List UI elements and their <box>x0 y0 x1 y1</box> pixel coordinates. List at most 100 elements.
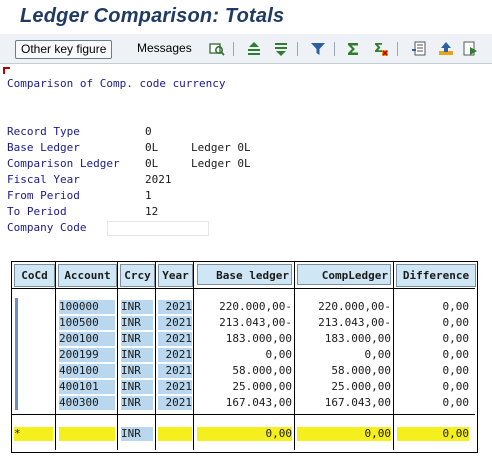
column-divider <box>117 262 118 450</box>
total-cell-cocd[interactable]: * <box>14 427 53 441</box>
sort-descending-icon[interactable] <box>273 41 289 57</box>
cell-crcy[interactable]: INR <box>121 348 153 362</box>
sort-ascending-icon[interactable] <box>246 41 262 57</box>
cell-base[interactable]: 183.000,00 <box>197 332 292 346</box>
cell-comp[interactable]: 0,00 <box>297 348 391 362</box>
cocd-selection-bar <box>15 298 18 410</box>
param-label-fiscal-year: Fiscal Year <box>7 173 80 186</box>
total-cell-year[interactable] <box>158 427 192 441</box>
cell-crcy[interactable]: INR <box>121 300 153 314</box>
cell-base[interactable]: 25.000,00 <box>197 380 292 394</box>
cell-crcy[interactable]: INR <box>121 316 153 330</box>
cell-comp[interactable]: 58.000,00 <box>297 364 391 378</box>
filter-icon[interactable] <box>310 41 326 57</box>
subtotal-icon[interactable] <box>373 41 389 57</box>
cell-crcy[interactable]: INR <box>121 396 153 410</box>
cell-base[interactable]: 0,00 <box>197 348 292 362</box>
param-text-comparison-ledger: Ledger 0L <box>191 157 251 170</box>
cell-comp[interactable]: 25.000,00 <box>297 380 391 394</box>
report-heading: Comparison of Comp. code currency <box>7 77 226 90</box>
param-label-company-code: Company Code <box>7 221 87 234</box>
cell-diff[interactable]: 0,00 <box>397 380 469 394</box>
param-label-to-period: To Period <box>7 205 67 218</box>
param-value-to-period: 12 <box>145 205 159 218</box>
param-value-comparison-ledger: 0L <box>145 157 159 170</box>
cell-crcy[interactable]: INR <box>121 380 153 394</box>
cell-base[interactable]: 167.043,00 <box>197 396 292 410</box>
cell-account[interactable]: 200199 <box>59 348 115 362</box>
toolbar-separator <box>397 42 398 56</box>
details-icon[interactable] <box>209 41 225 57</box>
focus-marker <box>3 67 10 74</box>
cell-year[interactable]: 2021 <box>158 332 192 346</box>
column-header-base-ledger[interactable]: Base ledger <box>197 264 292 285</box>
param-label-from-period: From Period <box>7 189 80 202</box>
cell-account[interactable]: 100500 <box>59 316 115 330</box>
cell-year[interactable]: 2021 <box>158 316 192 330</box>
param-label-record-type: Record Type <box>7 125 80 138</box>
cell-account[interactable]: 400100 <box>59 364 115 378</box>
total-cell-comp[interactable]: 0,00 <box>297 427 391 441</box>
total-cell-base[interactable]: 0,00 <box>197 427 292 441</box>
toolbar-separator <box>334 42 335 56</box>
cell-diff[interactable]: 0,00 <box>397 348 469 362</box>
cell-account[interactable]: 200100 <box>59 332 115 346</box>
column-header-difference[interactable]: Difference <box>396 264 476 287</box>
export-icon[interactable] <box>411 41 427 57</box>
cell-year[interactable]: 2021 <box>158 364 192 378</box>
cell-base[interactable]: 58.000,00 <box>197 364 292 378</box>
cell-diff[interactable]: 0,00 <box>397 300 469 314</box>
cell-base[interactable]: 213.043,00- <box>197 316 292 330</box>
param-value-record-type: 0 <box>145 125 152 138</box>
column-header-account[interactable]: Account <box>58 264 117 287</box>
cell-diff[interactable]: 0,00 <box>397 332 469 346</box>
cell-year[interactable]: 2021 <box>158 348 192 362</box>
column-header-comp-ledger[interactable]: CompLedger <box>297 264 391 285</box>
column-header-crcy[interactable]: Crcy <box>120 264 155 287</box>
application-toolbar: Other key figure Messages <box>0 34 492 64</box>
header-divider <box>12 288 475 289</box>
cell-account[interactable]: 400101 <box>59 380 115 394</box>
param-label-comparison-ledger: Comparison Ledger <box>7 157 120 170</box>
totals-table <box>11 261 478 453</box>
toolbar-separator <box>233 42 234 56</box>
total-cell-account[interactable] <box>59 427 115 441</box>
other-key-figure-button[interactable]: Other key figure <box>15 40 113 59</box>
print-preview-icon[interactable] <box>462 41 478 57</box>
total-cell-diff[interactable]: 0,00 <box>397 427 469 441</box>
cell-diff[interactable]: 0,00 <box>397 316 469 330</box>
param-value-fiscal-year: 2021 <box>145 173 172 186</box>
toolbar-separator <box>297 42 298 56</box>
messages-button[interactable]: Messages <box>137 41 192 55</box>
cell-diff[interactable]: 0,00 <box>397 364 469 378</box>
param-value-base-ledger: 0L <box>145 141 159 154</box>
cell-year[interactable]: 2021 <box>158 300 192 314</box>
column-divider <box>193 262 194 450</box>
cell-year[interactable]: 2021 <box>158 380 192 394</box>
param-text-base-ledger: Ledger 0L <box>191 141 251 154</box>
column-divider <box>55 262 56 450</box>
total-divider <box>12 414 475 415</box>
cell-comp[interactable]: 220.000,00- <box>297 300 391 314</box>
cell-account[interactable]: 400300 <box>59 396 115 410</box>
cell-comp[interactable]: 167.043,00 <box>297 396 391 410</box>
param-label-base-ledger: Base Ledger <box>7 141 80 154</box>
cell-year[interactable]: 2021 <box>158 396 192 410</box>
sum-icon[interactable] <box>345 41 361 57</box>
cell-crcy[interactable]: INR <box>121 364 153 378</box>
cell-comp[interactable]: 213.043,00- <box>297 316 391 330</box>
cell-comp[interactable]: 183.000,00 <box>297 332 391 346</box>
cell-base[interactable]: 220.000,00- <box>197 300 292 314</box>
cell-diff[interactable]: 0,00 <box>397 396 469 410</box>
column-header-year[interactable]: Year <box>158 264 193 287</box>
cell-crcy[interactable]: INR <box>121 332 153 346</box>
column-divider <box>294 262 295 450</box>
param-value-from-period: 1 <box>145 189 152 202</box>
title-bar: Ledger Comparison: Totals <box>0 0 492 35</box>
column-divider <box>393 262 394 450</box>
window-title: Ledger Comparison: Totals <box>20 5 285 27</box>
arrow-up-icon[interactable] <box>438 41 454 57</box>
total-cell-crcy[interactable]: INR <box>121 427 153 441</box>
column-header-cocd[interactable]: CoCd <box>14 264 55 287</box>
cell-account[interactable]: 100000 <box>59 300 115 314</box>
